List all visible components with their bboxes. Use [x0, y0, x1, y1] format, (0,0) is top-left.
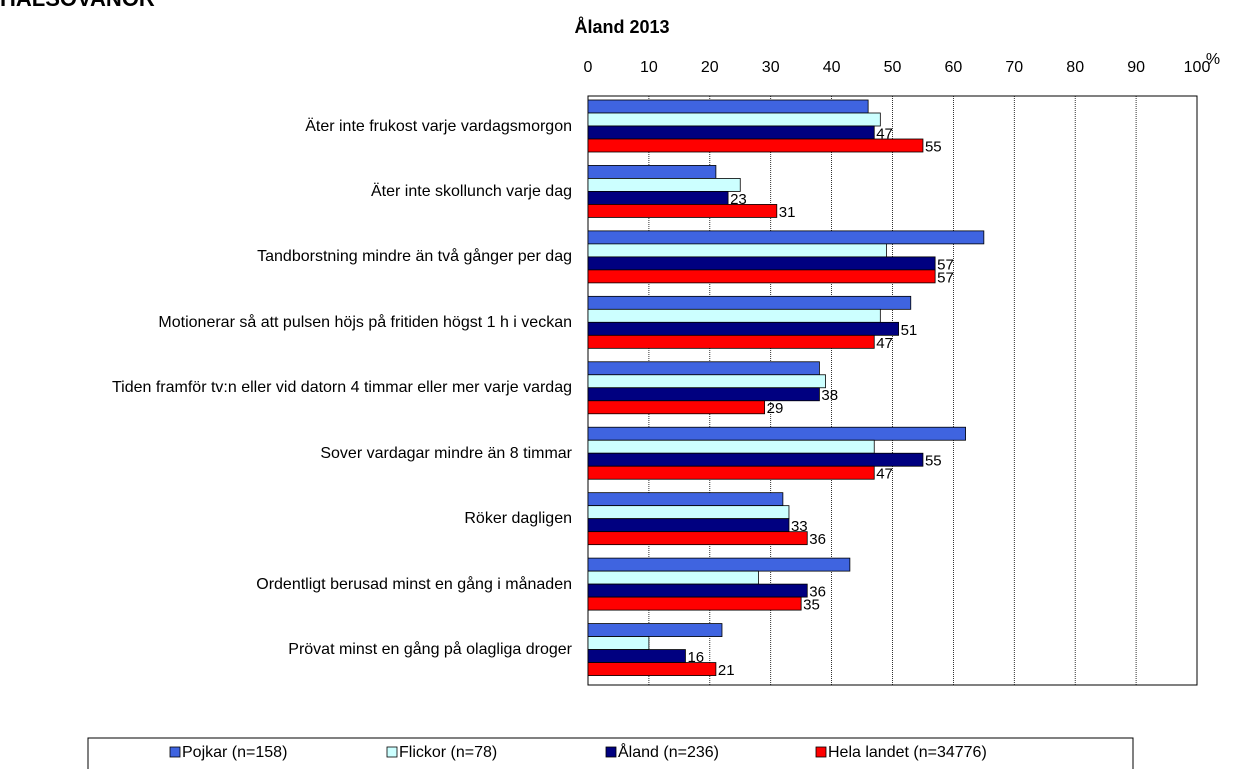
category-label: Ordentligt berusad minst en gång i månad… [256, 575, 572, 593]
data-label: 51 [901, 322, 918, 339]
category-label: Röker dagligen [464, 510, 572, 528]
axis-label: % [1206, 51, 1220, 68]
category-label: Prövat minst en gång på olagliga droger [288, 641, 572, 659]
data-label: 36 [809, 584, 826, 601]
bar [587, 439, 875, 454]
legend-swatch [815, 746, 827, 758]
bar [587, 178, 741, 192]
bar [587, 243, 887, 258]
bar [587, 256, 936, 271]
legend-label: Åland (n=236) [618, 742, 719, 761]
bar [587, 623, 723, 637]
data-label: 47 [876, 125, 893, 142]
bar [587, 662, 717, 676]
bar [587, 531, 808, 546]
header: HÄLSOVANOR [0, 0, 155, 11]
legend-label: Hela landet (n=34776) [828, 744, 987, 761]
data-label: 16 [687, 649, 704, 666]
x-tick-label: 10 [640, 59, 658, 76]
x-tick-label: 0 [584, 59, 593, 76]
bar [587, 426, 966, 441]
bar [587, 649, 686, 663]
category-label: Äter inte frukost varje vardagsmorgon [305, 117, 572, 135]
bar [587, 465, 875, 480]
bar [587, 334, 875, 349]
x-tick-label: 30 [762, 59, 780, 76]
data-label: 47 [876, 466, 893, 483]
bar [587, 387, 820, 402]
data-label: 38 [821, 387, 838, 404]
data-label: 57 [937, 256, 954, 273]
bar [587, 518, 790, 533]
x-tick-label: 20 [701, 59, 719, 76]
category-label: Äter inte skollunch varje dag [371, 182, 572, 200]
data-label: 55 [925, 453, 942, 470]
bar [587, 374, 826, 389]
data-label: 33 [791, 518, 808, 535]
x-tick-label: 100 [1184, 59, 1211, 76]
data-label: 55 [925, 138, 942, 155]
bar [587, 583, 808, 598]
category-label: Tiden framför tv:n eller vid datorn 4 ti… [111, 379, 572, 397]
legend-swatch [605, 746, 617, 758]
x-tick-label: 40 [823, 59, 841, 76]
category-label: Tandborstning mindre än två gånger per d… [257, 248, 572, 266]
legend-label: Pojkar (n=158) [182, 744, 287, 761]
x-tick-label: 60 [945, 59, 963, 76]
bar [587, 505, 790, 520]
bar [587, 570, 759, 585]
bar [587, 125, 875, 140]
bar [587, 492, 784, 507]
bar [587, 321, 899, 336]
bar [587, 99, 869, 114]
bar [587, 452, 924, 467]
bar [587, 400, 766, 415]
data-label: 36 [809, 531, 826, 548]
category-label: Sover vardagar mindre än 8 timmar [320, 444, 572, 462]
bar [587, 596, 802, 611]
data-label: 35 [803, 597, 820, 614]
bar [587, 295, 912, 310]
bar [587, 191, 729, 205]
bar [587, 636, 650, 650]
bar [587, 269, 936, 284]
bar [587, 138, 924, 153]
bar [587, 230, 985, 245]
bar [587, 361, 820, 376]
data-label: 21 [718, 662, 735, 679]
bar [587, 557, 851, 572]
data-label: 31 [779, 204, 796, 221]
x-tick-label: 80 [1066, 59, 1084, 76]
data-label: 47 [876, 335, 893, 352]
chart-title: Åland 2013 [574, 17, 669, 37]
bar [587, 112, 881, 127]
legend-swatch [386, 746, 398, 758]
bar [587, 308, 881, 323]
data-label: 29 [767, 400, 784, 417]
bar [587, 204, 778, 218]
legend-swatch [169, 746, 181, 758]
x-tick-label: 90 [1127, 59, 1145, 76]
data-label: 23 [730, 191, 747, 208]
category-label: Motionerar så att pulsen höjs på fritide… [158, 313, 572, 331]
bar [587, 165, 717, 179]
legend-label: Flickor (n=78) [399, 744, 497, 761]
data-label: 57 [937, 269, 954, 286]
x-tick-label: 70 [1005, 59, 1023, 76]
x-tick-label: 50 [884, 59, 902, 76]
